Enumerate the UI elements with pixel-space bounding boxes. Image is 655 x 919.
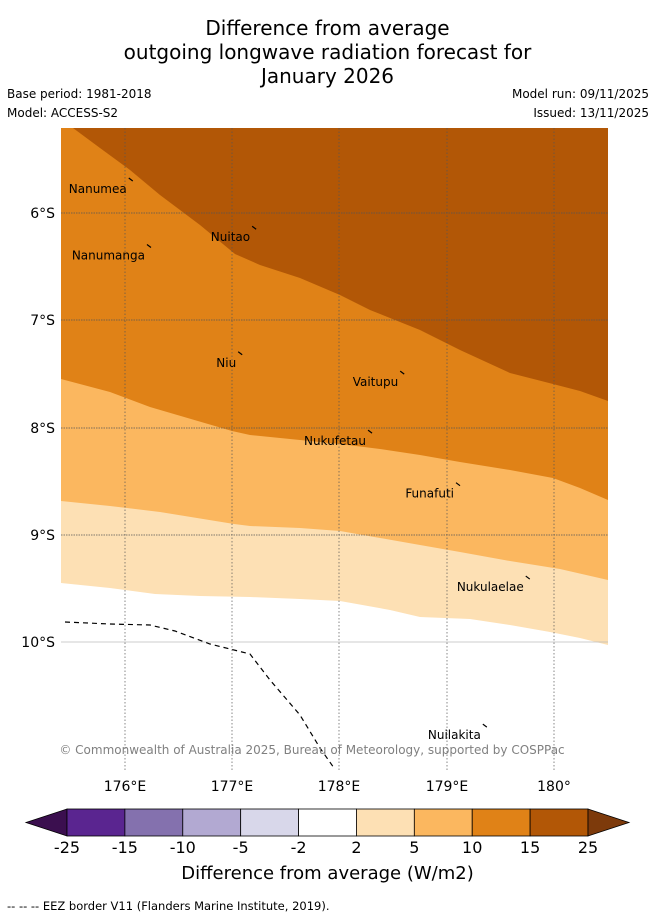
island-marker xyxy=(455,482,461,487)
lon-tick-labels: 176°E 177°E 178°E 179°E 180° xyxy=(104,779,571,795)
lat-tick: 9°S xyxy=(30,528,55,544)
island-marker xyxy=(128,177,134,182)
place-label: Niu xyxy=(216,356,236,370)
colorbar-min-arrow xyxy=(24,808,68,837)
colorbar-title: Difference from average (W/m2) xyxy=(181,863,474,884)
place-label: Nukulaelae xyxy=(457,580,524,594)
colorbar-segment xyxy=(471,808,531,837)
colorbar-tick-label: 2 xyxy=(351,838,362,857)
colorbar-tick-label: -2 xyxy=(290,838,307,857)
island-marker xyxy=(146,244,152,248)
colorbar-segment xyxy=(413,808,473,837)
issued-date: Issued: 13/11/2025 xyxy=(533,106,649,120)
colorbar-segment xyxy=(529,808,589,837)
island-marker xyxy=(482,723,488,728)
place-label: Vaitupu xyxy=(353,375,399,389)
band-15-25 xyxy=(73,128,608,401)
colorbar-tick-label: -5 xyxy=(232,838,249,857)
lat-tick: 8°S xyxy=(30,421,55,437)
island-marker xyxy=(237,351,243,356)
latitude-gridlines xyxy=(61,212,608,643)
map-area: Nanumea Nuitao Nanumanga Niu Vaitupu Nukufeta… xyxy=(59,128,608,770)
lon-tick: 176°E xyxy=(104,779,147,795)
place-label: Nukufetau xyxy=(304,434,366,448)
chart-title: Difference from average outgoing longwav… xyxy=(0,16,655,88)
title-line-1: Difference from average xyxy=(205,16,450,40)
place-label: Nanumanga xyxy=(72,248,145,262)
place-label: Nuitao xyxy=(211,230,250,244)
colorbar-tick-label: 25 xyxy=(577,838,599,857)
colorbar-tick-label: 10 xyxy=(462,838,483,857)
place-label: Nuilakita xyxy=(428,728,481,742)
colorbar-segment xyxy=(298,808,357,837)
title-line-2: outgoing longwave radiation forecast for xyxy=(123,40,532,64)
lat-tick-labels: 6°S 7°S 8°S 9°S 10°S xyxy=(21,206,55,651)
colorbar-tick-label: 5 xyxy=(409,838,420,857)
island-marker xyxy=(367,429,373,434)
colorbar-max-arrow xyxy=(587,808,631,837)
island-marker xyxy=(525,575,531,580)
colorbar-tick-label: 15 xyxy=(519,838,541,857)
model-name: Model: ACCESS-S2 xyxy=(7,106,119,120)
colorbar-segment xyxy=(124,808,184,837)
lat-tick: 7°S xyxy=(30,313,55,329)
footer-note: -- -- -- EEZ border V11 (Flanders Marine… xyxy=(7,899,330,913)
island-marker xyxy=(399,370,405,375)
colorbar-segment xyxy=(66,808,126,837)
island-marker xyxy=(251,225,257,230)
lon-tick: 179°E xyxy=(426,779,469,795)
colorbar-segment xyxy=(182,808,242,837)
title-line-3: January 2026 xyxy=(260,64,395,88)
colorbar xyxy=(24,808,631,837)
model-run: Model run: 09/11/2025 xyxy=(511,87,649,101)
colorbar-segment xyxy=(356,808,415,837)
place-label: Nanumea xyxy=(69,182,127,196)
lon-tick: 178°E xyxy=(318,779,361,795)
eez-border xyxy=(64,621,335,769)
place-labels: Nanumea Nuitao Nanumanga Niu Vaitupu Nukufeta… xyxy=(69,177,531,742)
lon-tick: 180° xyxy=(537,779,571,795)
base-period: Base period: 1981-2018 xyxy=(7,87,152,101)
place-label: Funafuti xyxy=(405,487,454,501)
colorbar-segment xyxy=(240,808,299,837)
copyright-text: © Commonwealth of Australia 2025, Bureau… xyxy=(59,743,564,757)
colorbar-tick-label: -10 xyxy=(169,838,196,857)
lat-tick: 10°S xyxy=(21,635,55,651)
colorbar-tick-label: -25 xyxy=(53,838,81,857)
lon-tick: 177°E xyxy=(211,779,254,795)
colorbar-tick-label: -15 xyxy=(111,838,138,857)
lat-tick: 6°S xyxy=(30,206,55,222)
